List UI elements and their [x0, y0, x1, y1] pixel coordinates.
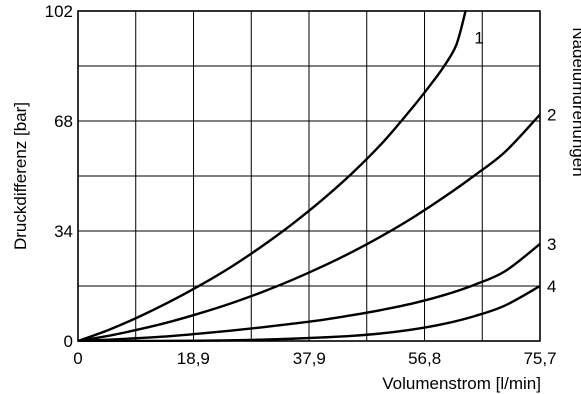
right-axis-label: Nadelumdrehungen: [569, 27, 581, 176]
y-tick-label: 34: [54, 222, 73, 241]
y-tick-label: 102: [45, 2, 73, 21]
grid: [77, 10, 541, 342]
series-label-1: 1: [474, 28, 483, 47]
series-line-1: [78, 10, 467, 342]
x-tick-label: 18,9: [177, 349, 210, 368]
series-group: [78, 10, 540, 342]
x-tick-label: 37,9: [293, 349, 326, 368]
plot-border: [77, 10, 541, 342]
x-tick-label: 56,8: [408, 349, 441, 368]
series-label-4: 4: [547, 277, 556, 296]
series-label-3: 3: [547, 235, 556, 254]
series-line-4: [78, 284, 540, 342]
x-tick-label: 0: [73, 349, 82, 368]
y-tick-label: 68: [54, 112, 73, 131]
plot-frame: [77, 10, 541, 342]
x-tick-label: 75,7: [523, 349, 556, 368]
series-line-2: [78, 113, 540, 342]
series-label-2: 2: [547, 106, 556, 125]
y-axis-label: Druckdifferenz [bar]: [11, 102, 30, 250]
y-tick-label: 0: [64, 332, 73, 351]
x-axis-label: Volumenstrom [l/min]: [382, 374, 541, 393]
series-line-3: [78, 242, 540, 342]
